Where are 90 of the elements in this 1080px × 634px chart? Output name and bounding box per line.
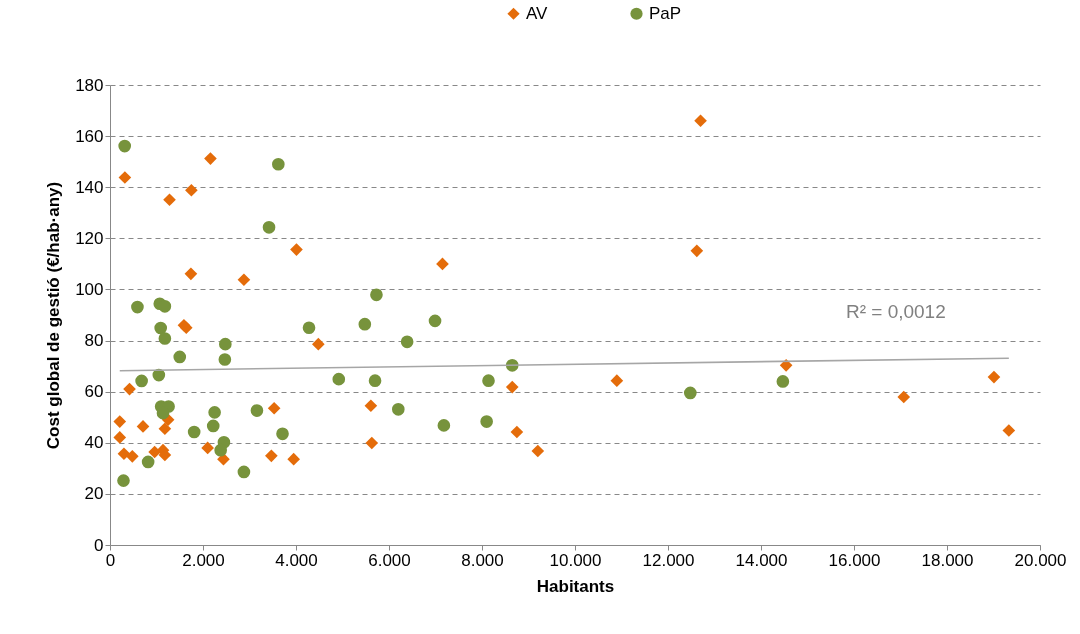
y-tick-label: 140: [75, 177, 104, 197]
x-axis-title: Habitants: [536, 576, 615, 596]
point: [302, 321, 316, 335]
point: [437, 419, 451, 432]
point: [141, 455, 155, 469]
point: [201, 441, 214, 455]
point: [204, 152, 217, 165]
point: [262, 221, 276, 234]
point: [136, 420, 150, 433]
point: [272, 157, 285, 171]
y-tick-label: 160: [75, 126, 104, 146]
point: [158, 332, 172, 345]
point: [364, 399, 378, 413]
point: [158, 300, 172, 313]
y-tick-label: 180: [75, 75, 104, 95]
point: [113, 431, 127, 444]
point: [531, 444, 545, 458]
point: [391, 402, 405, 416]
point: [610, 374, 624, 387]
point: [113, 415, 127, 428]
point: [250, 404, 264, 417]
point: [428, 314, 442, 328]
point: [125, 450, 139, 463]
point: [184, 267, 198, 281]
point: [267, 401, 281, 415]
point: [436, 257, 449, 271]
point: [694, 114, 707, 128]
x-tick-label: 20.000: [1014, 550, 1067, 570]
point: [684, 386, 697, 400]
point: [779, 359, 793, 372]
point: [897, 390, 911, 404]
x-tick-label: 16.000: [828, 550, 881, 570]
y-tick-label: 0: [94, 535, 104, 555]
y-tick-label: 100: [75, 279, 104, 299]
point: [158, 422, 172, 436]
point: [218, 353, 232, 366]
x-tick-label: 10.000: [549, 550, 602, 570]
point: [480, 415, 493, 428]
point: [287, 452, 300, 466]
point: [187, 425, 201, 439]
point: [368, 374, 382, 387]
point: [163, 193, 176, 207]
point: [118, 171, 132, 184]
point: [154, 321, 168, 335]
point: [290, 243, 303, 256]
legend-label: PaP: [649, 3, 682, 23]
point: [510, 425, 524, 439]
point: [776, 375, 790, 388]
point: [185, 183, 198, 197]
y-tick-label: 60: [84, 382, 104, 402]
point: [237, 465, 251, 479]
x-tick-label: 12.000: [642, 550, 695, 570]
y-tick-label: 120: [75, 228, 104, 248]
point: [400, 335, 414, 349]
x-tick-label: 14.000: [735, 550, 788, 570]
x-tick-label: 2.000: [182, 550, 225, 570]
legend-label: AV: [526, 3, 549, 23]
point: [987, 370, 1001, 384]
point: [117, 447, 131, 461]
y-tick-label: 20: [84, 484, 104, 504]
point: [505, 380, 519, 394]
point: [482, 374, 495, 387]
x-tick-label: 8.000: [461, 550, 504, 570]
point: [117, 474, 130, 487]
y-axis-title: Cost global de gestió (€/hab·any): [44, 181, 64, 450]
point: [265, 449, 278, 463]
point: [358, 317, 372, 331]
point: [208, 406, 221, 419]
point: [123, 382, 136, 396]
point: [312, 337, 325, 351]
x-tick-label: 6.000: [368, 550, 411, 570]
x-tick-label: 4.000: [275, 550, 318, 570]
annotation: R² = 0,0012: [845, 300, 946, 322]
point: [365, 436, 379, 450]
point: [214, 443, 227, 457]
point: [206, 419, 220, 433]
point: [1002, 424, 1016, 437]
point: [173, 350, 187, 364]
point: [690, 244, 704, 258]
x-tick-label: 18.000: [921, 550, 974, 570]
point: [332, 372, 346, 386]
point: [370, 288, 383, 302]
point: [131, 300, 144, 314]
y-tick-label: 40: [84, 433, 104, 453]
point: [276, 427, 289, 441]
y-tick-label: 80: [84, 331, 104, 351]
point: [118, 139, 132, 153]
point: [135, 374, 148, 388]
point: [218, 337, 232, 351]
point: [237, 273, 251, 287]
